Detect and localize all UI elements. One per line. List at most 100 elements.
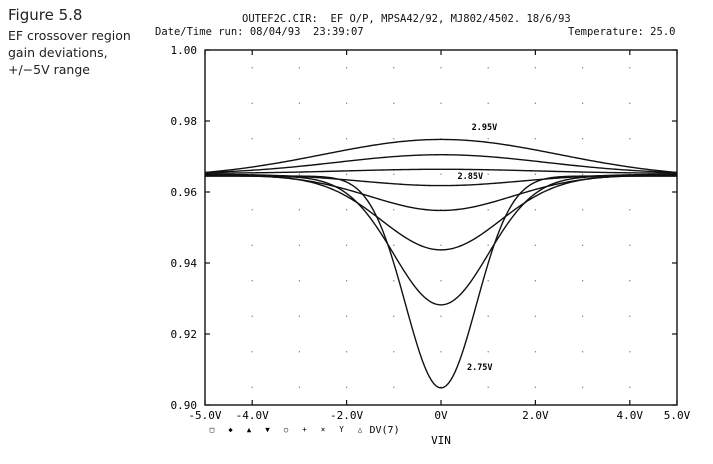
grid-dot xyxy=(298,386,300,388)
grid-dot xyxy=(298,351,300,353)
grid-dot xyxy=(534,67,536,69)
grid-dot xyxy=(393,173,395,175)
grid-dot xyxy=(534,138,536,140)
legend-marker-5: ○ xyxy=(284,425,289,434)
grid-dot xyxy=(629,351,631,353)
grid-dot xyxy=(393,315,395,317)
grid-dot xyxy=(251,280,253,282)
grid-dot xyxy=(629,138,631,140)
legend-marker-9: △ xyxy=(358,425,363,434)
y-tick-label: 1.00 xyxy=(171,44,198,57)
grid-dot xyxy=(251,386,253,388)
x-tick-label: -5.0V xyxy=(188,409,221,422)
legend-marker-6: + xyxy=(302,425,307,434)
grid-dot xyxy=(251,67,253,69)
grid-dot xyxy=(582,138,584,140)
grid-dot xyxy=(346,244,348,246)
series-line-5 xyxy=(204,174,678,212)
series-line-2 xyxy=(204,154,678,174)
grid-dot xyxy=(298,138,300,140)
grid-dot xyxy=(298,173,300,175)
x-axis-label: VIN xyxy=(431,434,451,447)
grid-dot xyxy=(346,351,348,353)
legend-marker-1: □ xyxy=(210,425,215,434)
series-line-8 xyxy=(204,175,678,389)
grid-dot xyxy=(582,315,584,317)
grid-dot xyxy=(629,102,631,104)
grid-dot xyxy=(440,280,442,282)
grid-dot xyxy=(629,280,631,282)
grid-dot xyxy=(534,173,536,175)
y-tick-label: 0.98 xyxy=(171,115,198,128)
grid-dot xyxy=(487,138,489,140)
grid-dot xyxy=(251,209,253,211)
annotations: 2.95V 2.85V 2.75V xyxy=(458,123,498,373)
grid-dot xyxy=(393,386,395,388)
grid-dot xyxy=(534,315,536,317)
grid-dot xyxy=(346,67,348,69)
grid-dot xyxy=(393,351,395,353)
grid-dot xyxy=(251,138,253,140)
grid-dot xyxy=(629,386,631,388)
x-tick-label: 2.0V xyxy=(522,409,549,422)
grid-dot xyxy=(487,244,489,246)
grid-dot xyxy=(582,173,584,175)
grid-dot xyxy=(534,351,536,353)
grid-dot xyxy=(440,209,442,211)
legend-label: DV(7) xyxy=(370,425,400,436)
legend-marker-3: ▲ xyxy=(247,425,252,434)
grid-dot xyxy=(487,280,489,282)
x-tick-label: 4.0V xyxy=(617,409,644,422)
grid-dot xyxy=(298,315,300,317)
x-tick-label: 0V xyxy=(434,409,448,422)
grid-dot xyxy=(582,209,584,211)
curve-annotation-3: 2.75V xyxy=(467,363,493,373)
grid-dot xyxy=(298,102,300,104)
grid-dot xyxy=(440,102,442,104)
simulation-file-header: OUTEF2C.CIR: EF O/P, MPSA42/92, MJ802/45… xyxy=(242,13,571,25)
temperature-readout: Temperature: 25.0 xyxy=(568,26,676,38)
grid-dot xyxy=(534,244,536,246)
grid-dot xyxy=(534,102,536,104)
grid-dot xyxy=(346,315,348,317)
grid-dot xyxy=(487,67,489,69)
grid-dot xyxy=(298,244,300,246)
legend-marker-4: ▼ xyxy=(265,425,270,434)
grid-dot xyxy=(393,209,395,211)
figure-number: Figure 5.8 xyxy=(8,6,83,24)
grid-dot xyxy=(346,173,348,175)
grid-dot xyxy=(251,244,253,246)
axis-ticks: 0.90 0.92 0.94 0.96 0.98 1.00 -5.0V -4.0V -2.0V 0… xyxy=(171,44,691,422)
series-line-7 xyxy=(204,175,678,306)
curve-annotation-1: 2.95V xyxy=(472,123,498,133)
grid-dot xyxy=(534,280,536,282)
grid-dot xyxy=(582,351,584,353)
caption-line-1: EF crossover region xyxy=(8,28,131,43)
series-line-1 xyxy=(204,138,678,174)
y-tick-label: 0.96 xyxy=(171,186,198,199)
grid-dot xyxy=(251,102,253,104)
grid-dot xyxy=(487,173,489,175)
y-tick-label: 0.90 xyxy=(171,399,198,412)
caption-line-2: gain deviations, xyxy=(8,45,108,60)
grid-dot xyxy=(440,351,442,353)
run-datetime: Date/Time run: 08/04/93 23:39:07 xyxy=(155,26,364,38)
legend-marker-2: ◆ xyxy=(228,425,233,434)
grid-dot xyxy=(582,67,584,69)
grid-dot xyxy=(393,280,395,282)
legend: □ ◆ ▲ ▼ ○ + × Y △ DV(7) xyxy=(210,425,400,436)
grid-dot xyxy=(629,67,631,69)
grid-dot xyxy=(393,244,395,246)
grid-dot xyxy=(346,386,348,388)
figure-caption: Figure 5.8 EF crossover region gain devi… xyxy=(8,6,143,78)
grid-dot xyxy=(487,351,489,353)
x-tick-label: 5.0V xyxy=(664,409,691,422)
grid-dot xyxy=(487,209,489,211)
grid-dot xyxy=(534,209,536,211)
grid-dot xyxy=(393,102,395,104)
y-tick-label: 0.92 xyxy=(171,328,198,341)
caption-line-3: +/−5V range xyxy=(8,62,90,77)
grid-dot xyxy=(440,315,442,317)
series-line-3 xyxy=(204,168,678,174)
